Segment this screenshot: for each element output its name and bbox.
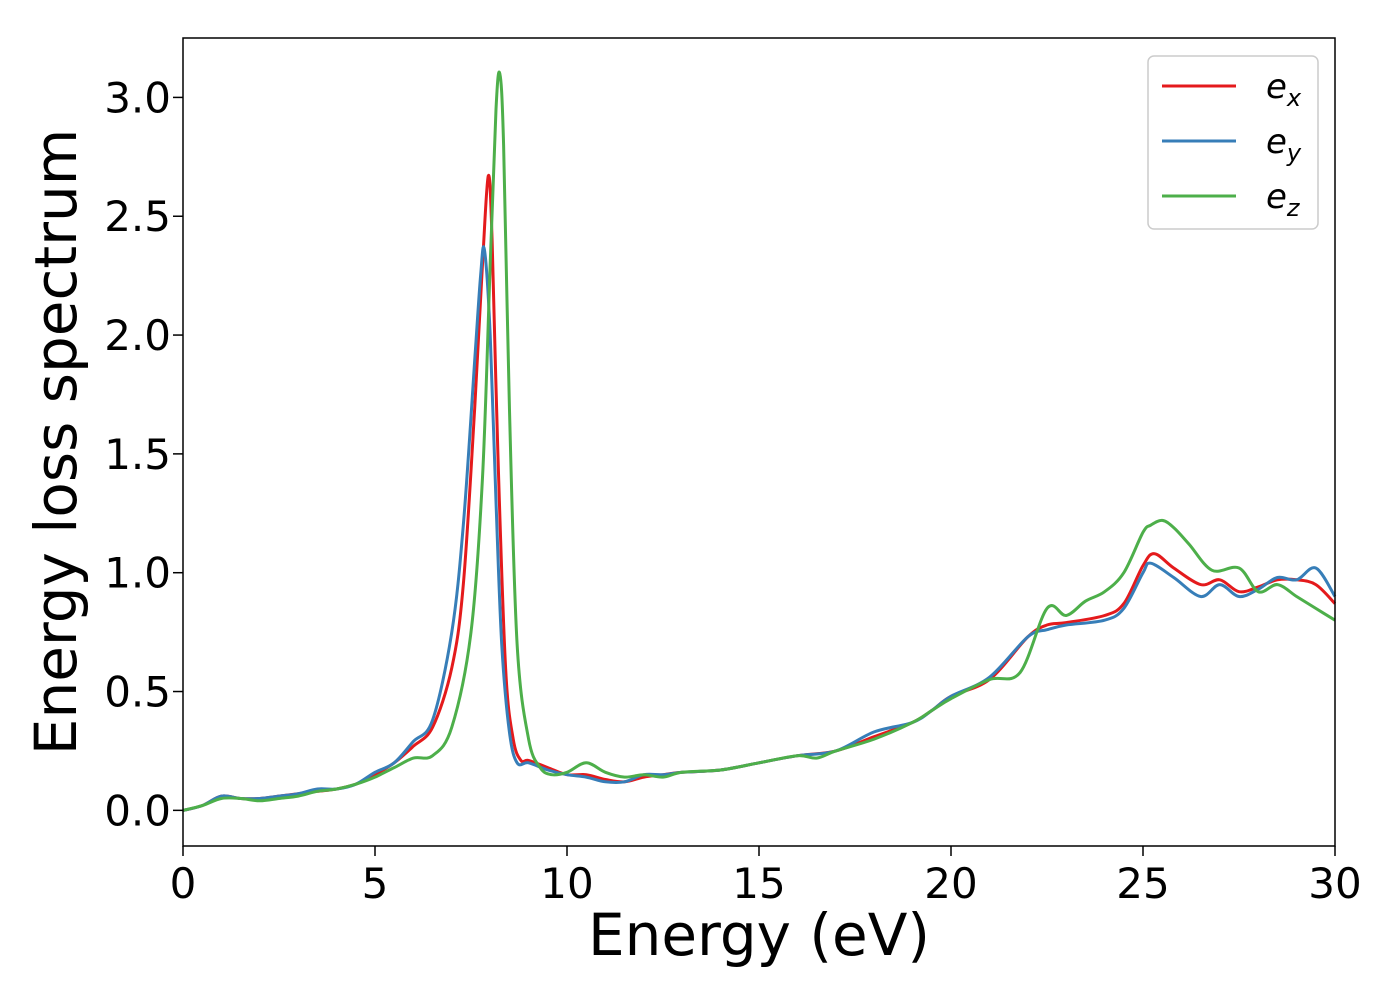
y-tick-label: 2.0: [104, 311, 171, 360]
plot-background: [183, 38, 1335, 846]
x-axis-ticks: 0 5 10 15 20 25 30: [170, 846, 1362, 908]
y-tick-label: 1.5: [104, 430, 171, 479]
series-line-ez: [182, 70, 1336, 812]
y-tick-label: 3.0: [104, 73, 171, 122]
x-tick-label: 0: [170, 859, 197, 908]
legend-label-subscript: x: [1286, 84, 1302, 112]
series-line-ey: [182, 245, 1337, 812]
x-axis-label: Energy (eV): [588, 901, 930, 969]
x-tick-label: 5: [362, 859, 389, 908]
series-line-ex: [182, 173, 1337, 812]
y-axis-label: Energy loss spectrum: [22, 129, 90, 755]
legend-label-subscript: z: [1286, 194, 1301, 222]
x-tick-label: 20: [924, 859, 977, 908]
y-tick-label: 0.0: [104, 786, 171, 835]
y-tick-label: 0.5: [104, 668, 171, 717]
x-tick-label: 30: [1308, 859, 1361, 908]
x-tick-label: 10: [540, 859, 593, 908]
x-tick-label: 25: [1116, 859, 1169, 908]
y-tick-label: 1.0: [104, 549, 171, 598]
series-layer: [182, 70, 1337, 812]
legend-label-subscript: y: [1286, 139, 1302, 167]
x-tick-label: 15: [732, 859, 785, 908]
y-axis-ticks: 0.0 0.5 1.0 1.5 2.0 2.5 3.0: [104, 73, 183, 835]
y-tick-label: 2.5: [104, 192, 171, 241]
